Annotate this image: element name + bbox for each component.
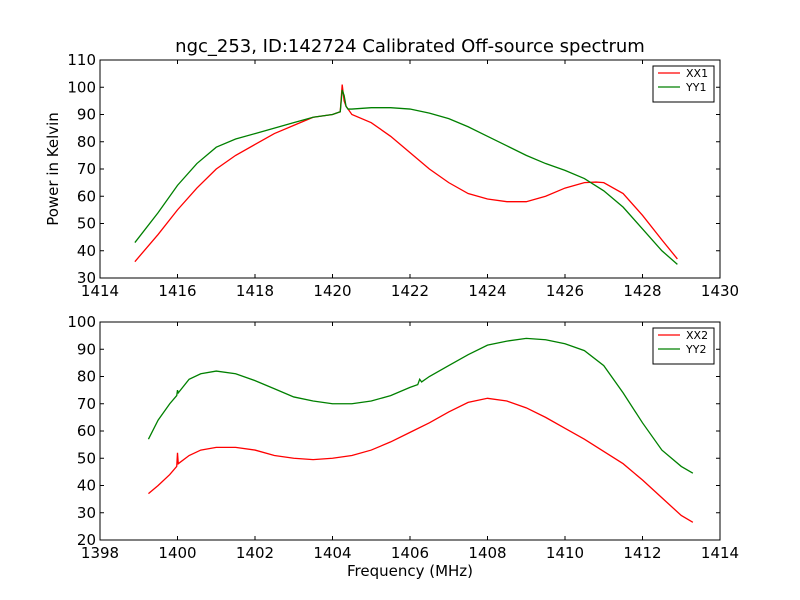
- y-tick-label: 50: [77, 449, 96, 467]
- legend-box: [652, 327, 715, 365]
- y-tick-label: 90: [77, 340, 96, 358]
- y-tick-label: 50: [77, 215, 96, 233]
- x-tick-label: 1408: [468, 544, 506, 562]
- y-tick-label: 20: [77, 531, 96, 549]
- chart-title: ngc_253, ID:142724 Calibrated Off-source…: [175, 36, 645, 57]
- bottom-axis-ticks: 1398 1400 1402 1404 1406 1408 1410 1412 1414 20 30…: [67, 313, 739, 562]
- y-tick-label: 80: [77, 368, 96, 386]
- x-tick-label: 1422: [391, 282, 429, 300]
- x-tick-label: 1410: [546, 544, 584, 562]
- x-tick-label: 1404: [313, 544, 351, 562]
- x-tick-label: 1398: [81, 544, 119, 562]
- bottom-x-axis-label: Frequency (MHz): [347, 562, 473, 580]
- legend-label-yy2: YY2: [685, 343, 706, 356]
- x-tick-label: 1406: [391, 544, 429, 562]
- top-y-axis-label: Power in Kelvin: [44, 112, 62, 226]
- series-line-yy2: [147, 337, 694, 474]
- y-tick-label: 40: [77, 477, 96, 495]
- top-series-lines: [134, 84, 678, 265]
- y-tick-label: 110: [67, 51, 96, 69]
- y-tick-label: 80: [77, 133, 96, 151]
- x-tick-label: 1426: [546, 282, 584, 300]
- x-tick-label: 1414: [701, 544, 739, 562]
- series-line-xx2: [148, 397, 694, 523]
- legend-box: [652, 65, 715, 103]
- x-tick-label: 1416: [158, 282, 196, 300]
- x-tick-label: 1420: [313, 282, 351, 300]
- y-tick-label: 70: [77, 160, 96, 178]
- bottom-subplot: Frequency (MHz) 1398 1400 1402 1404 1406 1408…: [67, 313, 739, 580]
- y-tick-label: 60: [77, 187, 96, 205]
- y-tick-label: 100: [67, 78, 96, 96]
- y-tick-label: 70: [77, 395, 96, 413]
- series-line-xx1: [134, 84, 678, 263]
- series-line-yy1: [134, 89, 678, 265]
- legend-label-xx1: XX1: [686, 67, 708, 80]
- x-tick-label: 1414: [81, 282, 119, 300]
- y-tick-label: 60: [77, 422, 96, 440]
- y-tick-label: 30: [77, 269, 96, 287]
- x-tick-label: 1412: [623, 544, 661, 562]
- top-axis-ticks: 1414 1416 1418 1420 1422 1424 1426 1428 1430 30 40…: [67, 51, 739, 300]
- y-tick-label: 100: [67, 313, 96, 331]
- x-tick-label: 1400: [158, 544, 196, 562]
- legend-label-yy1: YY1: [685, 81, 706, 94]
- legend-label-xx2: XX2: [686, 329, 708, 342]
- bottom-series-lines: [147, 337, 694, 523]
- y-tick-label: 90: [77, 106, 96, 124]
- x-tick-label: 1424: [468, 282, 506, 300]
- y-tick-label: 30: [77, 504, 96, 522]
- x-tick-label: 1430: [701, 282, 739, 300]
- x-tick-label: 1418: [236, 282, 274, 300]
- x-tick-label: 1402: [236, 544, 274, 562]
- top-subplot: ngc_253, ID:142724 Calibrated Off-source…: [44, 36, 739, 300]
- x-tick-label: 1428: [623, 282, 661, 300]
- y-tick-label: 40: [77, 242, 96, 260]
